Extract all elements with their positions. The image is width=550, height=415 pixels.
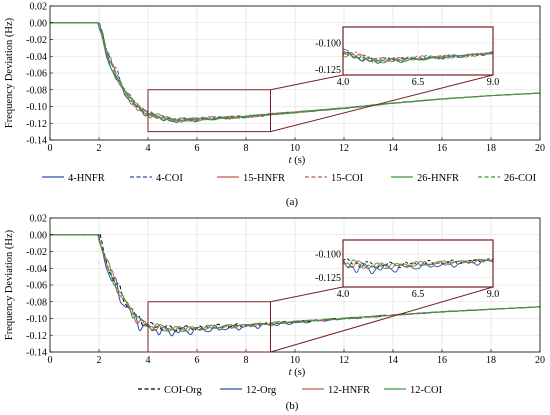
inset-series-line-26-HNFR bbox=[343, 51, 493, 64]
x-tick-label: 12 bbox=[339, 355, 349, 366]
x-tick-label: 4 bbox=[146, 143, 151, 154]
x-tick-label: 20 bbox=[535, 355, 545, 366]
inset-series-line-26-COI bbox=[343, 49, 493, 63]
x-axis-label-unit: (s) bbox=[292, 367, 306, 378]
inset-series-line-12-Org bbox=[343, 259, 493, 275]
inset-series-line-15-HNFR bbox=[343, 51, 493, 63]
legend-entry: 15-COI bbox=[331, 173, 364, 184]
inset-series-line-COI-Org bbox=[343, 258, 493, 269]
legend-entry: 4-COI bbox=[156, 173, 183, 184]
series-lines bbox=[50, 19, 540, 123]
y-tick-label: 0.00 bbox=[30, 18, 48, 29]
y-tick-label: -0.10 bbox=[26, 102, 47, 113]
x-tick-label: 4 bbox=[146, 355, 151, 366]
legend-entry: 4-HNFR bbox=[68, 173, 105, 184]
x-tick-label: 0 bbox=[48, 143, 53, 154]
y-tick-label: -0.06 bbox=[26, 69, 47, 80]
x-tick-label: 18 bbox=[486, 143, 496, 154]
x-tick-label: 20 bbox=[535, 143, 545, 154]
panel-label: (b) bbox=[286, 400, 299, 412]
y-tick-label: -0.08 bbox=[26, 297, 47, 308]
inset-frame bbox=[342, 239, 494, 288]
legend-entry: 26-HNFR bbox=[417, 173, 459, 184]
y-tick-label: -0.12 bbox=[26, 119, 47, 130]
inset-y-tick-label: -0.100 bbox=[315, 39, 341, 50]
y-tick-label: 0.02 bbox=[30, 2, 48, 13]
y-tick-label: -0.10 bbox=[26, 314, 47, 325]
y-tick-label: -0.08 bbox=[26, 85, 47, 96]
x-axis-label-var: t bbox=[289, 155, 293, 166]
zoom-connector bbox=[270, 74, 344, 91]
legend-entry: 12-Org bbox=[246, 385, 277, 396]
inset-y-tick-label: -0.125 bbox=[315, 273, 341, 284]
inset-x-tick-label: 4.0 bbox=[337, 289, 350, 300]
x-tick-label: 2 bbox=[97, 143, 102, 154]
legend-entry: 12-COI bbox=[410, 385, 443, 396]
y-axis-label: Frequency Deviation (Hz) bbox=[4, 17, 15, 128]
inset-x-tick-label: 6.5 bbox=[412, 289, 425, 300]
y-tick-label: -0.04 bbox=[26, 264, 47, 275]
inset-x-tick-label: 6.5 bbox=[412, 77, 425, 88]
legend: 4-HNFR 4-COI 15-HNFR 15-COI 26-HNFR 26-COI bbox=[42, 173, 537, 184]
x-tick-label: 14 bbox=[388, 355, 398, 366]
x-axis-label-unit: (s) bbox=[292, 155, 306, 166]
x-tick-label: 10 bbox=[290, 355, 300, 366]
inset-x-tick-label: 9.0 bbox=[487, 289, 500, 300]
panel-label: (a) bbox=[286, 196, 299, 208]
x-tick-label: 18 bbox=[486, 355, 496, 366]
inset-y-tick-label: -0.100 bbox=[315, 250, 341, 261]
legend-entry: COI-Org bbox=[164, 385, 202, 396]
x-tick-label: 12 bbox=[339, 143, 349, 154]
legend-entry: 26-COI bbox=[504, 173, 537, 184]
x-tick-label: 6 bbox=[195, 143, 200, 154]
series-line-26-COI bbox=[50, 22, 540, 122]
y-axis-label: Frequency Deviation (Hz) bbox=[4, 229, 15, 340]
chart-panel-b: 0 2 4 6 8 10 12 14 16 18 20 0.02 0.00 -0.02 -0.04 -0.06… bbox=[4, 214, 545, 413]
x-axis-label: t (s) bbox=[289, 155, 306, 166]
inset-lines bbox=[343, 240, 493, 287]
x-tick-label: 8 bbox=[244, 355, 249, 366]
x-tick-label: 2 bbox=[97, 355, 102, 366]
series-line-12-COI bbox=[50, 234, 540, 333]
legend-entry: 12-HNFR bbox=[328, 385, 370, 396]
y-tick-label: -0.06 bbox=[26, 281, 47, 292]
y-tick-label: 0.00 bbox=[30, 230, 48, 241]
x-tick-label: 10 bbox=[290, 143, 300, 154]
zoom-connector bbox=[270, 286, 344, 303]
x-tick-label: 6 bbox=[195, 355, 200, 366]
inset-x-tick-label: 9.0 bbox=[487, 77, 500, 88]
x-tick-label: 16 bbox=[437, 355, 447, 366]
inset-series-line-12-COI bbox=[343, 258, 493, 270]
y-tick-label: -0.02 bbox=[26, 247, 47, 258]
y-tick-label: 0.02 bbox=[30, 214, 48, 225]
x-tick-label: 14 bbox=[388, 143, 398, 154]
y-tick-label: -0.14 bbox=[26, 348, 47, 359]
x-axis-label: t (s) bbox=[289, 367, 306, 378]
x-axis-label-var: t bbox=[289, 367, 293, 378]
y-tick-label: -0.14 bbox=[26, 136, 47, 147]
legend-entry: 15-HNFR bbox=[243, 173, 285, 184]
x-tick-label: 0 bbox=[48, 355, 53, 366]
inset-frame bbox=[342, 26, 494, 76]
x-tick-label: 8 bbox=[244, 143, 249, 154]
y-tick-label: -0.04 bbox=[26, 52, 47, 63]
zoom-box bbox=[147, 301, 271, 353]
zoom-box bbox=[147, 89, 271, 133]
y-tick-label: -0.12 bbox=[26, 331, 47, 342]
x-tick-label: 16 bbox=[437, 143, 447, 154]
inset-y-tick-label: -0.125 bbox=[315, 65, 341, 76]
inset-lines bbox=[343, 27, 493, 75]
chart-panel-a: 0 2 4 6 8 10 12 14 16 18 20 0.02 0.00 -0.02 -0.04 -0.06… bbox=[4, 2, 545, 209]
legend: COI-Org 12-Org 12-HNFR 12-COI bbox=[138, 385, 443, 396]
zoom-connector bbox=[270, 286, 494, 353]
series-lines bbox=[50, 232, 540, 337]
inset-x-tick-label: 4.0 bbox=[337, 77, 350, 88]
zoom-connector bbox=[270, 74, 494, 133]
y-tick-label: -0.02 bbox=[26, 35, 47, 46]
